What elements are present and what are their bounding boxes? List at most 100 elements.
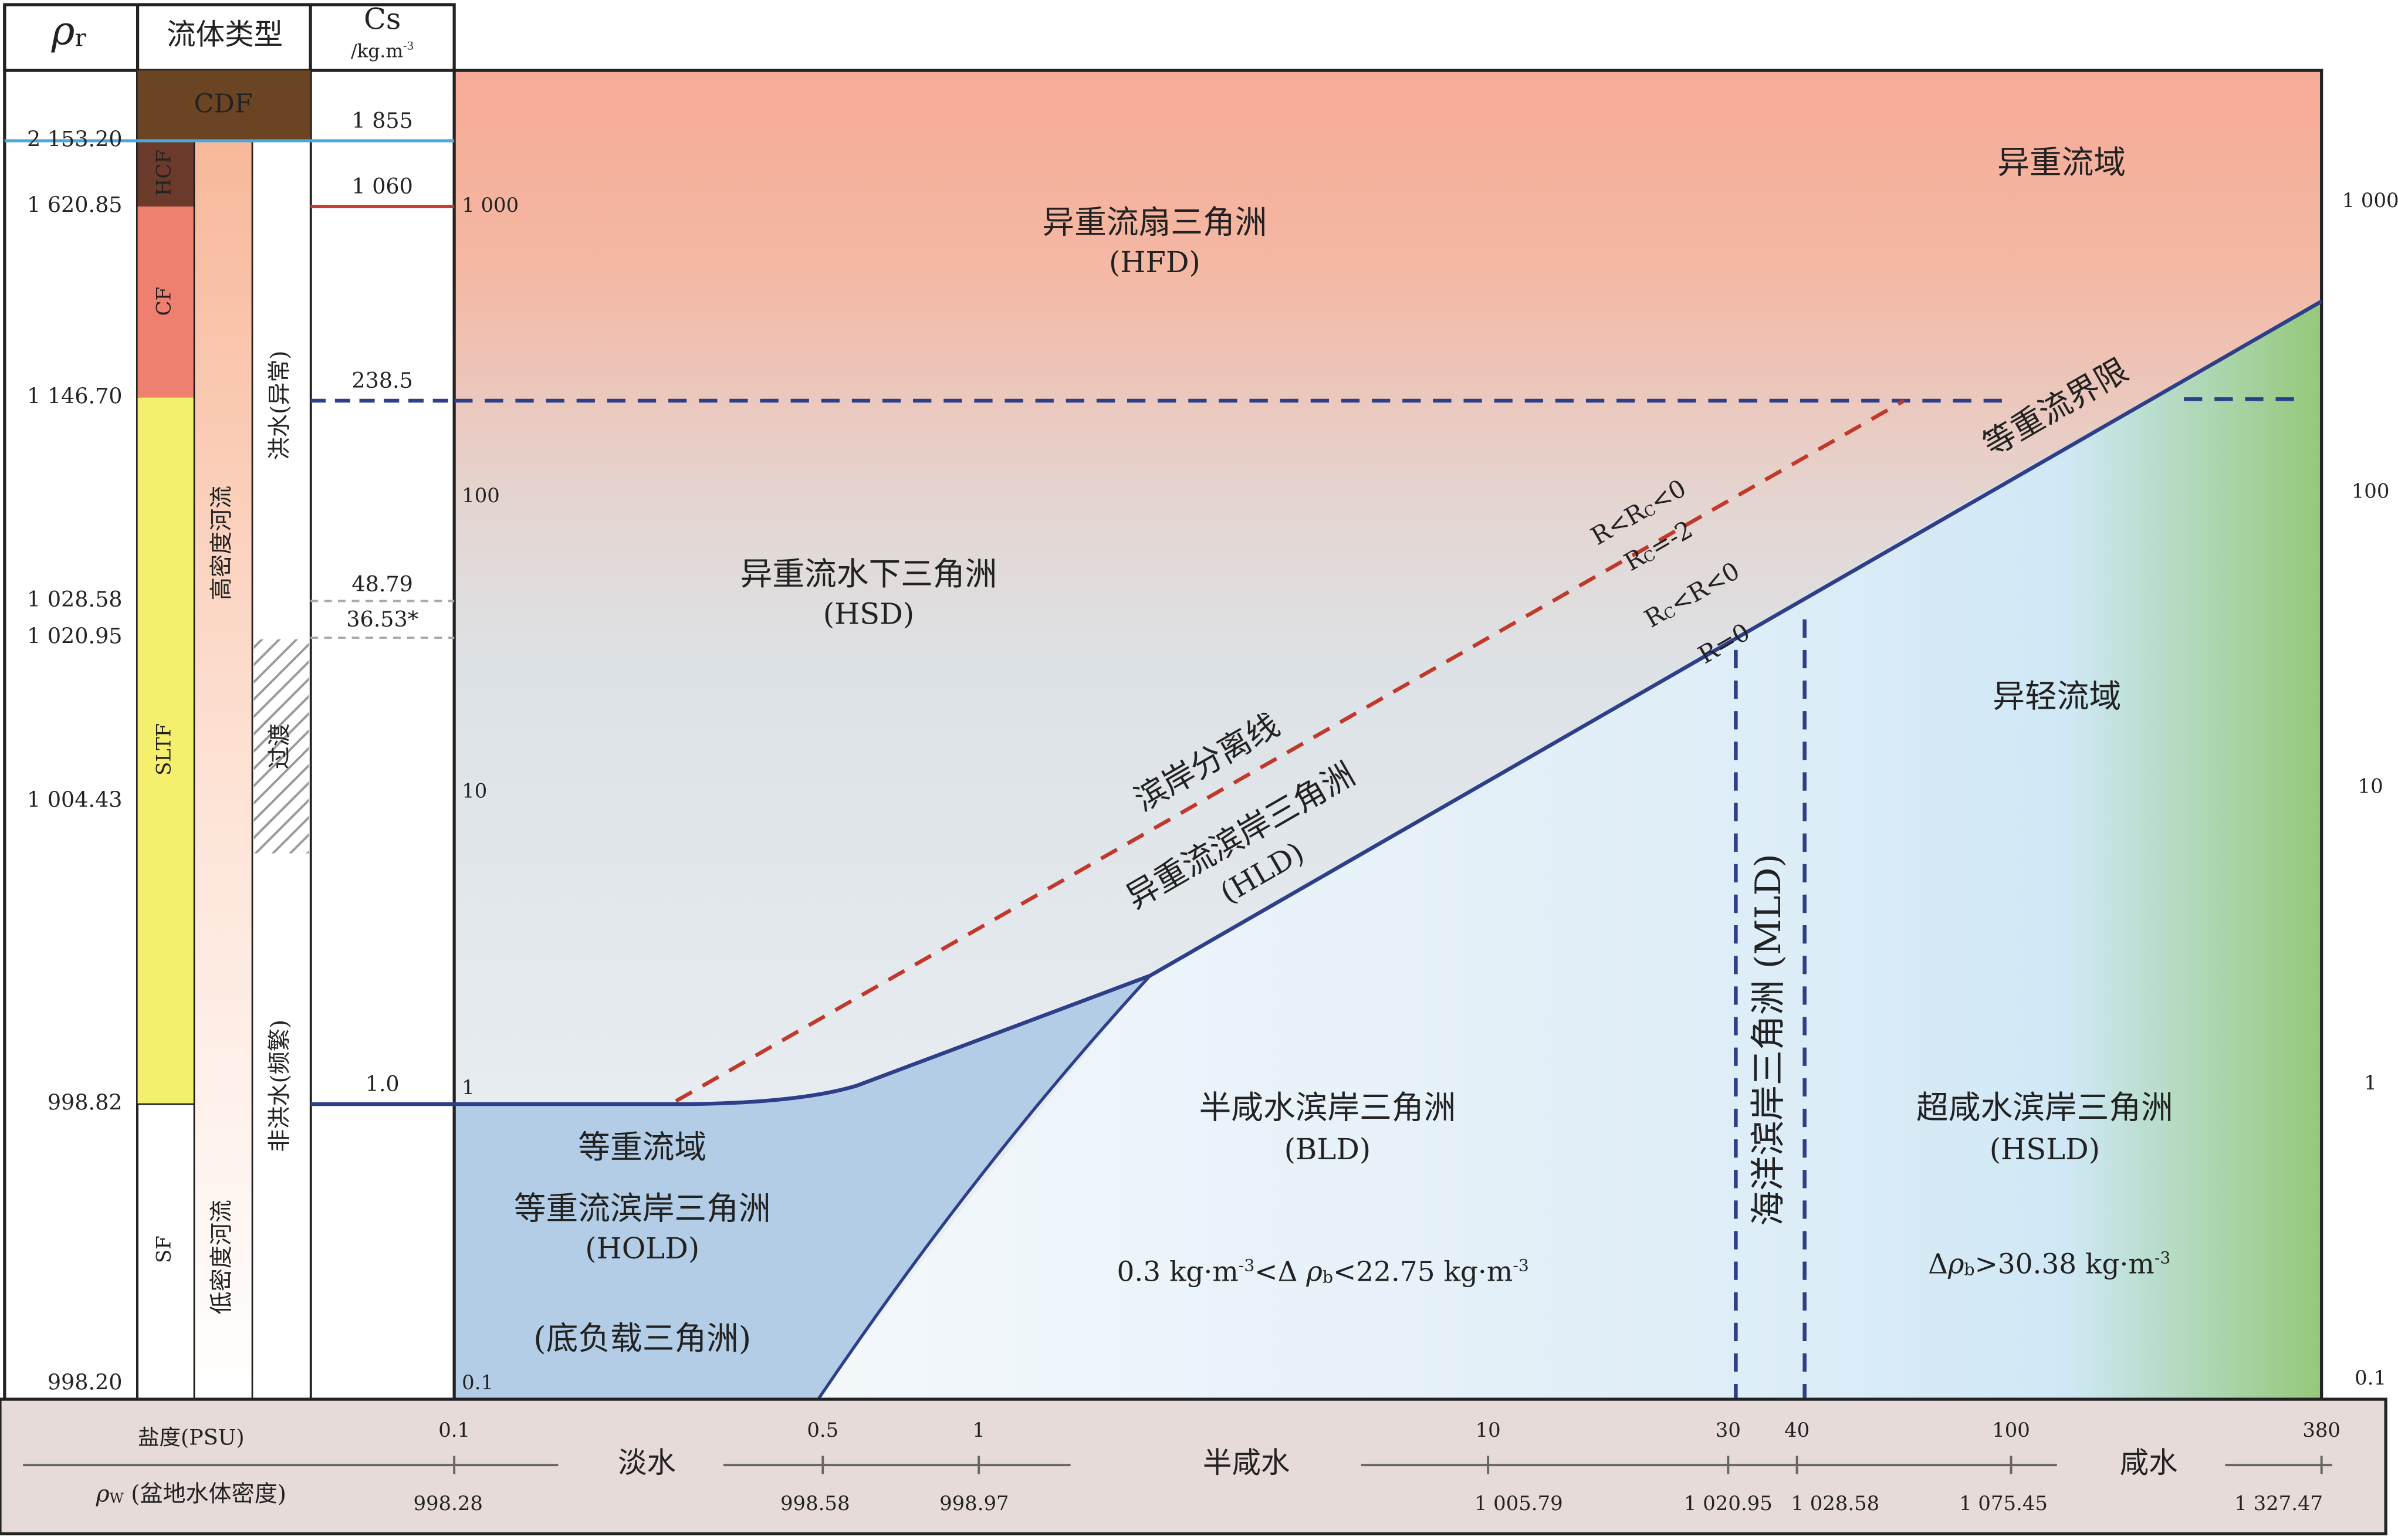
salinity-tick: 100 — [1992, 1419, 2030, 1441]
scale-left: 1 000 — [462, 194, 519, 216]
scale-right: 10 — [2358, 774, 2383, 797]
range-label: Δρb>30.38 kg·m-3 — [1928, 1248, 2170, 1280]
fluid-label: SLTF — [153, 723, 175, 776]
salinity-tick: 40 — [1784, 1419, 1810, 1441]
region-label: (HOLD) — [585, 1231, 699, 1265]
superscript: -3 — [403, 40, 414, 53]
text-part: Δ — [1928, 1248, 1948, 1280]
scale-left: 100 — [462, 484, 500, 507]
cs-label: 1.0 — [366, 1071, 400, 1096]
cdf-box — [137, 70, 311, 141]
region-label: (HFD) — [1109, 245, 1200, 279]
sltf-bar — [137, 397, 195, 1105]
isopycnal-boundary — [817, 974, 1152, 1400]
salinity-tick: 0.5 — [807, 1419, 838, 1441]
scale-right: 1 — [2364, 1071, 2377, 1094]
scale-right: 0.1 — [2355, 1366, 2386, 1389]
fluid-label: CF — [153, 287, 175, 316]
bottom-bar — [0, 1397, 2387, 1536]
flood-label: 洪水(异常) — [267, 350, 293, 460]
text-part: ρ — [51, 7, 75, 53]
header-unit: /kg.m-3 — [351, 40, 414, 62]
density-tick: 998.28 — [413, 1492, 483, 1515]
density-tick: 998.58 — [780, 1492, 850, 1515]
salinity-tick: 30 — [1716, 1419, 1741, 1441]
density-tick: 1 327.47 — [2234, 1492, 2323, 1515]
scale-left: 0.1 — [462, 1371, 493, 1394]
salinity-tick: 380 — [2302, 1419, 2340, 1441]
density-title: ρW (盆地水体密度) — [96, 1481, 286, 1507]
subscript: b — [1964, 1260, 1975, 1279]
salinity-title: 盐度(PSU) — [138, 1424, 245, 1450]
river-label: 低密度河流 — [209, 1200, 235, 1314]
text-part: >30.38 kg·m — [1975, 1248, 2155, 1280]
region-label: 异重流水下三角洲 — [740, 555, 997, 593]
transition-hatch — [253, 639, 309, 854]
superscript: -3 — [2155, 1248, 2170, 1267]
rho-label: 1 004.43 — [27, 787, 122, 812]
header-cs: Cs — [364, 2, 401, 36]
region-label: (底负载三角洲) — [533, 1319, 751, 1357]
salinity-tick: 0.1 — [438, 1419, 470, 1441]
rho-label: 1 028.58 — [27, 587, 122, 612]
superscript: -3 — [1239, 1255, 1254, 1275]
region-label: (HSLD) — [1990, 1132, 2100, 1166]
subscript: b — [1323, 1267, 1333, 1287]
region-label: 半咸水滨岸三角洲 — [1199, 1088, 1456, 1126]
rho-label: 998.82 — [48, 1090, 123, 1115]
region-label: (BLD) — [1284, 1132, 1371, 1166]
scale-left: 10 — [462, 779, 487, 802]
subscript: W — [110, 1490, 124, 1507]
region-label: (HSD) — [823, 597, 914, 631]
fluid-label: SF — [153, 1236, 175, 1263]
scale-right: 1 000 — [2342, 189, 2398, 212]
shore-separation-line — [675, 399, 1905, 1103]
hypopycnal-region — [1758, 301, 2322, 1400]
range-label: 0.3 kg·m-3<Δ ρb<22.75 kg·m-3 — [1117, 1255, 1529, 1288]
salinity-tick: 10 — [1476, 1419, 1501, 1441]
region-label: 超咸水滨岸三角洲 — [1916, 1088, 2173, 1126]
density-tick: 1 005.79 — [1474, 1492, 1563, 1515]
rho-label: 1 620.85 — [27, 192, 122, 218]
rho-label: 1 020.95 — [27, 624, 122, 649]
flood-label: 非洪水(频繁) — [267, 1020, 293, 1152]
cs-label: 1 060 — [351, 174, 412, 199]
flood-label: 过渡 — [267, 723, 293, 769]
river-label: 高密度河流 — [209, 486, 235, 600]
fluid-label: HCF — [153, 150, 175, 196]
text-part: ρ — [96, 1481, 110, 1507]
header-fluid: 流体类型 — [167, 18, 283, 52]
region-label: 等重流滨岸三角洲 — [514, 1189, 771, 1227]
superscript: -3 — [1513, 1255, 1528, 1275]
density-tick: 1 028.58 — [1791, 1492, 1879, 1515]
river-bar — [193, 140, 253, 1400]
isopycnal-limit-line — [454, 299, 2323, 1106]
text-part: <22.75 kg·m — [1333, 1255, 1513, 1288]
domain-label: 异重流域 — [1997, 144, 2126, 181]
hcf-bar — [137, 140, 195, 207]
sf-bar — [137, 1103, 195, 1400]
text-part: /kg.m — [351, 40, 403, 62]
cs-label: 1 855 — [351, 108, 412, 133]
fluid-label: CDF — [194, 89, 252, 119]
region-label: 海洋滨岸三角洲 (MLD) — [1748, 854, 1789, 1226]
density-tick: 998.97 — [939, 1492, 1009, 1515]
domain-label: 异轻流域 — [1993, 677, 2121, 715]
text-part: <Δ — [1254, 1255, 1306, 1288]
header-rho: ρr — [51, 7, 87, 53]
water-type: 淡水 — [618, 1446, 676, 1480]
density-tick: 1 020.95 — [1684, 1492, 1773, 1515]
text-part: (盆地水体密度) — [124, 1481, 286, 1507]
text-part: ρ — [1947, 1248, 1964, 1280]
text-part: 0.3 kg·m — [1117, 1255, 1239, 1288]
region-label: 异重流扇三角洲 — [1042, 203, 1267, 241]
cs-label: 48.79 — [351, 571, 412, 597]
cf-bar — [137, 207, 195, 398]
cs-label: 238.5 — [351, 368, 412, 393]
density-tick: 1 075.45 — [1959, 1492, 2048, 1515]
text-part: ρ — [1305, 1255, 1323, 1288]
isopycnal-region — [454, 976, 1151, 1400]
subscript: r — [75, 23, 86, 52]
